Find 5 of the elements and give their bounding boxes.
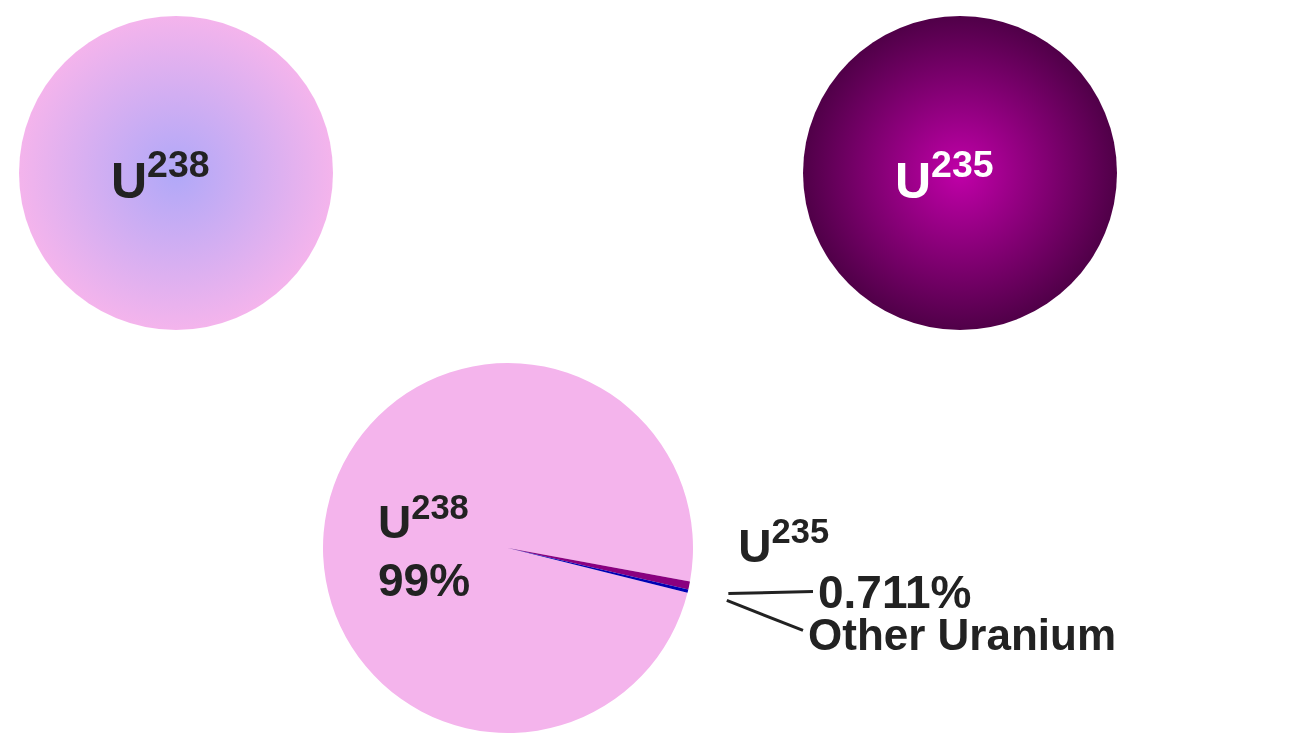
text: U$^{235}$ bbox=[895, 143, 994, 209]
pie-slice bbox=[323, 363, 693, 733]
data-label: 99% bbox=[378, 554, 471, 606]
text: U$^{238}$ bbox=[111, 143, 210, 209]
slice-label: U$^{238}$ bbox=[378, 488, 469, 548]
